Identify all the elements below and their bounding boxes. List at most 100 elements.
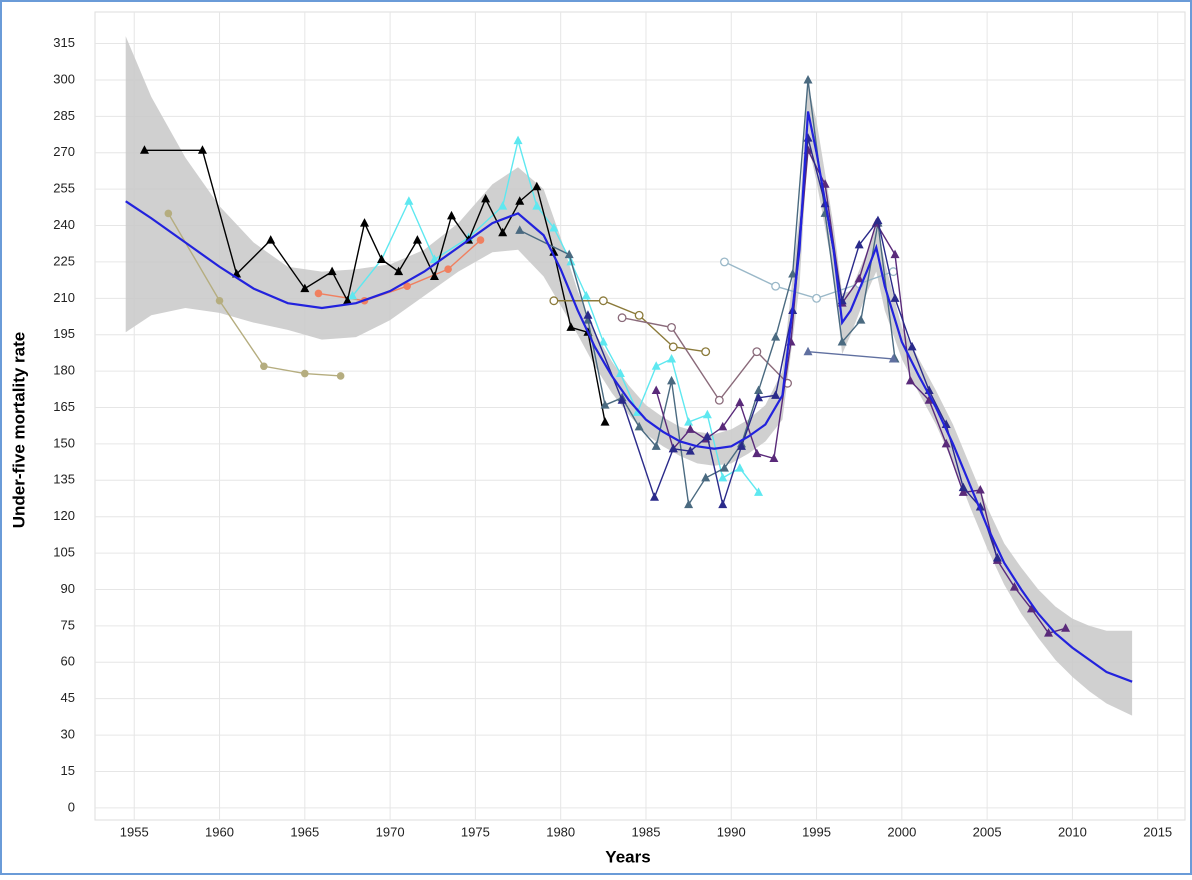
triangle-marker — [735, 463, 745, 472]
triangle-marker — [907, 341, 917, 351]
triangle-marker — [600, 417, 610, 426]
open-circle-marker — [771, 281, 781, 291]
triangle-marker — [771, 390, 781, 399]
triangle-marker — [566, 322, 576, 331]
triangle-marker — [600, 400, 610, 409]
open-circle-marker — [701, 347, 711, 357]
x-tick-label: 2010 — [1058, 824, 1087, 839]
open-circle-marker — [598, 296, 608, 306]
triangle-marker — [1026, 603, 1036, 613]
circle-marker — [476, 236, 485, 244]
triangle-marker — [139, 145, 149, 154]
triangle-marker — [771, 332, 781, 341]
triangle-marker — [1061, 623, 1071, 632]
triangle-marker — [668, 443, 678, 453]
x-tick-label: 2005 — [973, 824, 1002, 839]
y-tick-label: 270 — [53, 144, 75, 159]
y-tick-label: 240 — [53, 217, 75, 232]
triangle-marker — [348, 290, 358, 300]
triangle-marker — [684, 499, 694, 509]
x-tick-label: 2000 — [887, 824, 916, 839]
x-tick-label: 1955 — [120, 824, 149, 839]
y-axis-title: Under-five mortality rate — [9, 332, 28, 529]
open-circle-marker — [549, 296, 559, 306]
triangle-marker — [890, 293, 900, 302]
y-tick-label: 315 — [53, 35, 75, 50]
triangle-marker — [615, 368, 625, 378]
triangle-marker — [532, 181, 542, 191]
triangle-marker — [598, 336, 608, 346]
y-tick-label: 210 — [53, 290, 75, 305]
triangle-marker — [685, 446, 695, 455]
open-circle-marker — [812, 293, 821, 303]
y-tick-label: 195 — [53, 326, 75, 341]
open-circle-marker — [668, 342, 678, 352]
circle-marker — [336, 372, 345, 380]
series-line — [144, 149, 606, 423]
triangle-marker — [513, 135, 523, 145]
y-tick-label: 15 — [61, 763, 75, 778]
open-circle-marker — [714, 395, 724, 405]
triangle-marker — [752, 448, 762, 458]
open-circle-marker — [634, 310, 644, 320]
triangle-marker — [266, 235, 276, 244]
triangle-marker — [327, 266, 337, 276]
triangle-marker — [667, 375, 677, 385]
triangle-marker — [515, 225, 525, 234]
triangle-marker — [360, 218, 370, 227]
circle-marker — [403, 282, 411, 290]
triangle-marker — [958, 487, 968, 496]
triangle-marker — [854, 239, 864, 249]
triangle-marker — [667, 353, 677, 363]
triangle-marker — [735, 397, 745, 407]
triangle-marker — [404, 196, 414, 205]
triangle-marker — [719, 463, 729, 472]
triangle-marker — [837, 336, 847, 346]
triangle-marker — [905, 375, 915, 385]
open-circle-marker — [719, 257, 729, 267]
triangle-marker — [684, 417, 694, 426]
circle-marker — [301, 369, 309, 378]
y-tick-label: 60 — [61, 654, 75, 669]
triangle-marker — [394, 266, 404, 276]
triangle-marker — [498, 227, 508, 237]
open-circle-marker — [617, 313, 627, 323]
triangle-marker — [651, 441, 661, 450]
triangle-marker — [197, 145, 207, 154]
triangle-marker — [412, 235, 422, 244]
x-tick-label: 1980 — [546, 824, 575, 839]
triangle-marker — [856, 315, 866, 324]
triangle-marker — [651, 361, 661, 370]
triangle-marker — [564, 249, 574, 259]
circle-marker — [314, 289, 323, 298]
y-tick-label: 45 — [61, 690, 75, 705]
x-tick-label: 1990 — [717, 824, 746, 839]
triangle-marker — [498, 201, 508, 210]
triangle-marker — [549, 247, 559, 256]
triangle-marker — [958, 482, 968, 492]
triangle-marker — [941, 438, 951, 448]
triangle-marker — [718, 499, 728, 509]
triangle-marker — [549, 222, 559, 232]
y-tick-label: 180 — [53, 363, 75, 378]
triangle-marker — [975, 501, 985, 511]
triangle-marker — [736, 441, 746, 450]
triangle-marker — [532, 201, 542, 210]
triangle-marker — [718, 421, 728, 431]
triangle-marker — [992, 552, 1002, 562]
triangle-marker — [447, 210, 457, 220]
y-tick-label: 165 — [53, 399, 75, 414]
triangle-marker — [651, 385, 661, 395]
triangle-marker — [924, 395, 934, 404]
triangle-marker — [718, 472, 728, 482]
triangle-marker — [702, 409, 712, 419]
triangle-marker — [754, 487, 764, 496]
triangle-marker — [888, 353, 898, 363]
triangle-marker — [701, 472, 711, 482]
triangle-marker — [803, 74, 813, 84]
triangle-marker — [702, 431, 712, 441]
triangle-marker — [515, 196, 525, 205]
triangle-marker — [581, 290, 591, 300]
triangle-marker — [617, 395, 627, 404]
triangle-marker — [342, 295, 352, 305]
